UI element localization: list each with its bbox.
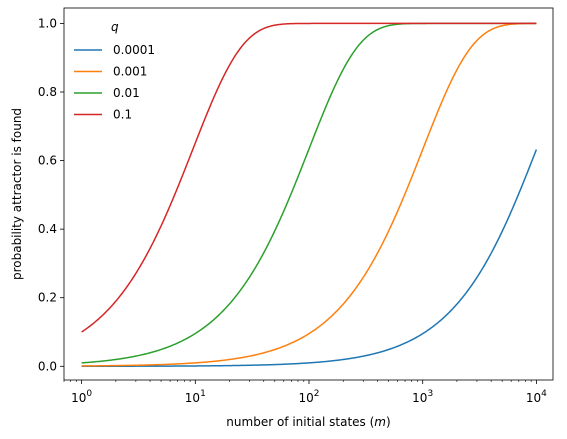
series-layer: [81, 22, 538, 367]
series-line-q-0.0001: [81, 149, 538, 367]
x-tick-label-exponent: 1: [200, 389, 206, 399]
x-tick-label-base: 10: [185, 391, 200, 405]
x-axis-label-main: number of initial states (: [226, 415, 374, 429]
series-line-q-0.1: [81, 22, 537, 333]
x-tick-label-base: 10: [298, 391, 313, 405]
y-axis-label: probability attractor is found: [10, 108, 24, 280]
x-tick-label-exponent: 3: [427, 389, 433, 399]
legend: q 0.0001 0.001 0.01 0.1: [74, 20, 155, 122]
y-tick-label: 0.8: [38, 85, 57, 99]
x-axis-label: number of initial states (m): [226, 415, 390, 429]
y-tick-label: 0.6: [38, 154, 57, 168]
x-tick-label-base: 10: [71, 391, 86, 405]
legend-entry-0.0001: 0.0001: [113, 43, 155, 57]
x-tick-label: 102: [298, 389, 319, 405]
x-tick-label-exponent: 0: [86, 389, 92, 399]
y-tick-label: 0.0: [38, 359, 57, 373]
series-line-q-0.01: [81, 22, 537, 364]
legend-entry-0.1: 0.1: [113, 108, 132, 122]
y-tick-label: 1.0: [38, 16, 57, 30]
x-tick-label: 100: [71, 389, 92, 405]
x-tick-label-base: 10: [526, 391, 541, 405]
series-line-q-0.001: [81, 22, 537, 367]
x-tick-label: 101: [185, 389, 206, 405]
x-axis-label-var: m: [374, 415, 386, 429]
legend-entry-0.001: 0.001: [113, 65, 147, 79]
legend-title: q: [111, 20, 119, 34]
x-tick-label-exponent: 2: [314, 389, 320, 399]
x-tick-label: 103: [412, 389, 433, 405]
x-tick-label: 104: [526, 389, 547, 405]
legend-entry-0.01: 0.01: [113, 86, 140, 100]
x-tick-label-exponent: 4: [541, 389, 547, 399]
axes-frame: [63, 7, 554, 381]
x-tick-label-base: 10: [412, 391, 427, 405]
x-axis-label-end: ): [386, 415, 391, 429]
y-tick-label: 0.4: [38, 222, 57, 236]
y-tick-label: 0.2: [38, 291, 57, 305]
